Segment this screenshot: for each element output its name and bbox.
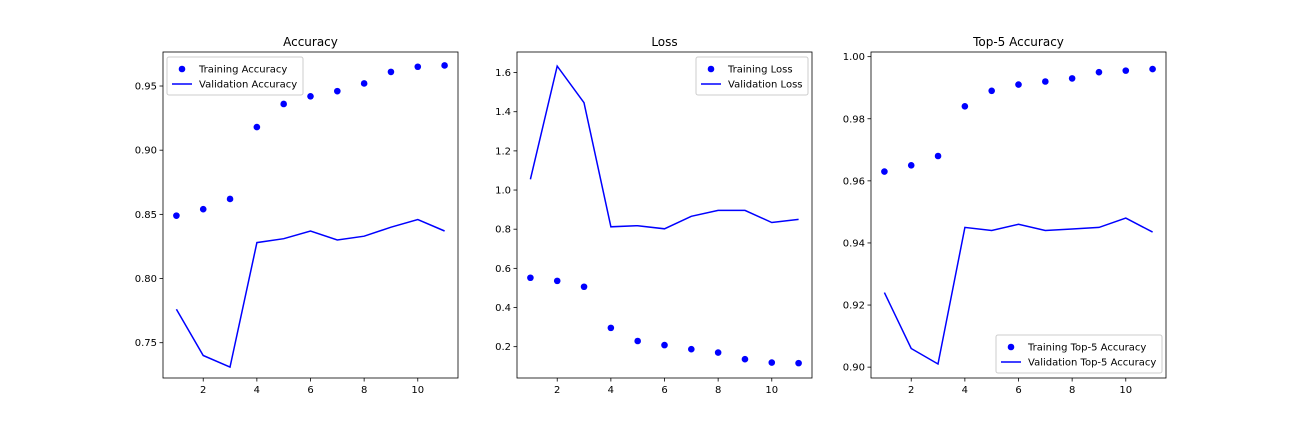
training-point	[414, 63, 422, 71]
legend: Training Accuracy Validation Accuracy	[166, 56, 304, 96]
training-point	[360, 80, 368, 87]
training-point	[307, 92, 314, 100]
x-tick-label: 10	[765, 385, 778, 396]
x-tick-label: 4	[608, 385, 614, 396]
y-tick-label: 0.90	[843, 363, 865, 374]
x-tick-label: 8	[361, 385, 367, 396]
training-point	[1149, 65, 1156, 73]
legend-frame	[695, 56, 809, 96]
legend: Training Top-5 Accuracy Validation Top-5 …	[995, 334, 1163, 374]
legend-label: Validation Accuracy	[199, 80, 297, 91]
y-tick-label: 0.94	[843, 238, 865, 249]
y-tick-label: 0.96	[843, 176, 865, 187]
x-tick-label: 6	[1015, 385, 1021, 396]
y-tick-label: 0.85	[135, 210, 157, 221]
training-point	[253, 123, 261, 131]
validation-line	[175, 218, 445, 369]
training-point	[199, 205, 207, 213]
training-point	[961, 103, 969, 110]
y-tick-label: 0.6	[495, 264, 511, 275]
training-point	[881, 168, 888, 175]
y-tick-label: 1.4	[495, 107, 511, 118]
chart-title: Top-5 Accuracy	[972, 35, 1064, 49]
y-tick-label: 1.6	[495, 68, 511, 79]
legend-label: Validation Top-5 Accuracy	[1028, 358, 1156, 369]
subplot-accuracy: Accuracy 2 4 6 8 10 0.75 0.80 0.85 0.90 0.95 Train…	[135, 35, 459, 396]
y-tick-label: 0.2	[495, 342, 511, 353]
x-tick-label: 8	[1069, 385, 1075, 396]
training-point	[607, 324, 615, 332]
y-tick-label: 0.75	[135, 338, 157, 349]
training-point	[553, 277, 561, 285]
training-point	[1095, 68, 1103, 76]
training-point	[1015, 81, 1022, 88]
x-tick-label: 2	[554, 385, 560, 396]
y-tick-label: 0.98	[843, 114, 865, 125]
y-tick-label: 0.8	[495, 225, 511, 236]
y-tick-label: 1.0	[495, 186, 511, 197]
subplot-top5-accuracy: Top-5 Accuracy 2 4 6 8 10 0.90 0.92 0.94 0.96 0.9…	[843, 35, 1167, 396]
x-tick-label: 4	[254, 385, 260, 396]
y-tick-label: 1.2	[495, 146, 511, 157]
training-point	[580, 283, 588, 291]
training-point	[280, 100, 287, 108]
training-point	[441, 62, 448, 69]
y-tick-label: 0.95	[135, 82, 157, 93]
training-point	[741, 355, 749, 363]
x-tick-label: 2	[200, 385, 206, 396]
x-tick-label: 8	[715, 385, 721, 396]
chart-title: Accuracy	[283, 35, 338, 49]
y-tick-label: 0.4	[495, 303, 511, 314]
training-point	[661, 341, 668, 349]
y-tick-label: 0.92	[843, 301, 865, 312]
training-point	[226, 195, 234, 203]
y-tick-label: 0.80	[135, 274, 157, 285]
legend-label: Training Accuracy	[198, 65, 287, 76]
training-point	[934, 152, 942, 160]
legend-label: Validation Loss	[728, 80, 803, 91]
x-tick-label: 10	[1119, 385, 1132, 396]
x-tick-label: 10	[411, 385, 424, 396]
legend-marker	[707, 65, 715, 73]
y-tick-label: 0.90	[135, 146, 157, 157]
legend: Training Loss Validation Loss	[695, 56, 809, 96]
training-point	[795, 359, 802, 367]
legend-label: Training Top-5 Accuracy	[1027, 343, 1146, 354]
legend-frame	[995, 334, 1163, 374]
training-point	[768, 359, 776, 366]
training-point	[634, 337, 641, 345]
training-point	[907, 162, 915, 169]
training-point	[173, 212, 180, 219]
validation-line	[883, 217, 1153, 366]
x-tick-label: 6	[661, 385, 667, 396]
y-tick-label: 1.00	[843, 52, 865, 63]
validation-line	[529, 64, 799, 230]
plot-area	[162, 51, 459, 379]
training-point	[1042, 78, 1049, 85]
subplot-loss: Loss 2 4 6 8 10 0.2 0.4 0.6 0.8 1.0 1.2 1.4 1.6 Train…	[495, 35, 813, 396]
x-tick-label: 6	[307, 385, 313, 396]
plot-area	[516, 51, 813, 379]
x-tick-label: 2	[908, 385, 914, 396]
training-point	[988, 87, 995, 95]
training-point	[1122, 67, 1130, 74]
legend-frame	[166, 56, 304, 96]
x-tick-label: 4	[962, 385, 968, 396]
chart-title: Loss	[651, 35, 677, 49]
training-point	[688, 345, 695, 353]
training-point	[387, 68, 395, 76]
legend-label: Training Loss	[727, 65, 793, 76]
training-point	[334, 87, 341, 95]
training-point	[1068, 75, 1076, 82]
plot-area	[870, 51, 1167, 379]
training-point	[527, 274, 534, 282]
legend-marker	[1007, 343, 1015, 351]
legend-marker	[178, 65, 186, 73]
training-point	[714, 349, 722, 356]
